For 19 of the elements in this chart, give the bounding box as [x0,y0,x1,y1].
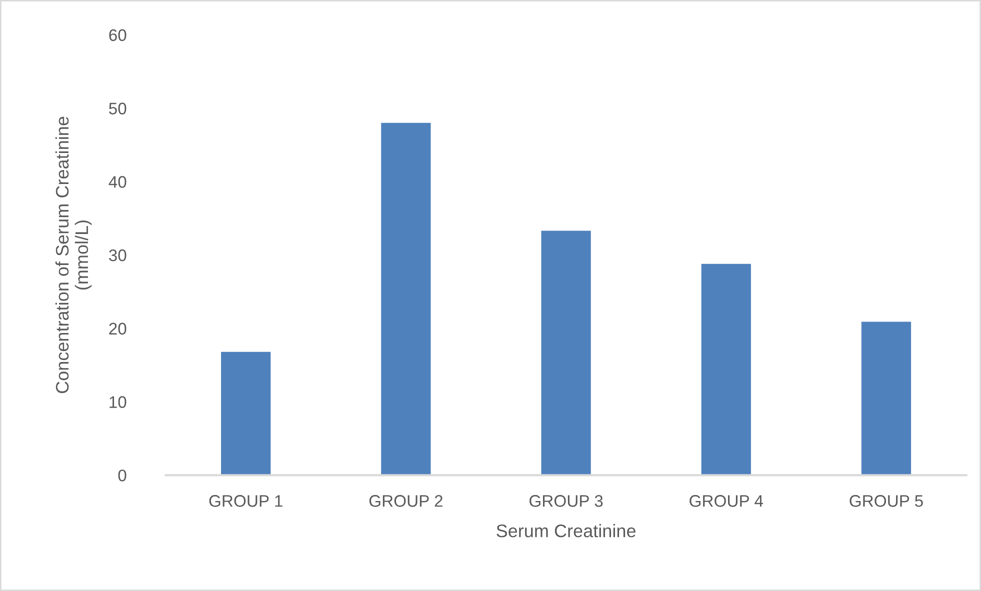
bar [861,322,912,476]
y-axis-title: Concentration of Serum Creatinine (mmol/L) [55,116,92,394]
y-tick-label: 20 [109,322,126,335]
bar [221,352,271,476]
y-tick-label: 30 [109,249,126,262]
x-tick-label: GROUP 3 [530,495,603,507]
bar [701,264,751,476]
x-tick-label: GROUP 5 [850,495,923,507]
y-tick-label: 50 [109,102,126,114]
x-tick-label: GROUP 4 [690,495,764,507]
y-tick-label: 60 [109,29,126,42]
bar [381,122,431,476]
y-tick-label: 40 [108,176,126,188]
x-tick-label: GROUP 2 [369,495,442,507]
x-axis-title: Serum Creatinine [496,524,636,538]
y-tick-label: 10 [110,396,126,408]
y-tick-label: 0 [118,470,126,482]
bar [541,230,591,476]
x-tick-label: GROUP 1 [209,495,282,507]
